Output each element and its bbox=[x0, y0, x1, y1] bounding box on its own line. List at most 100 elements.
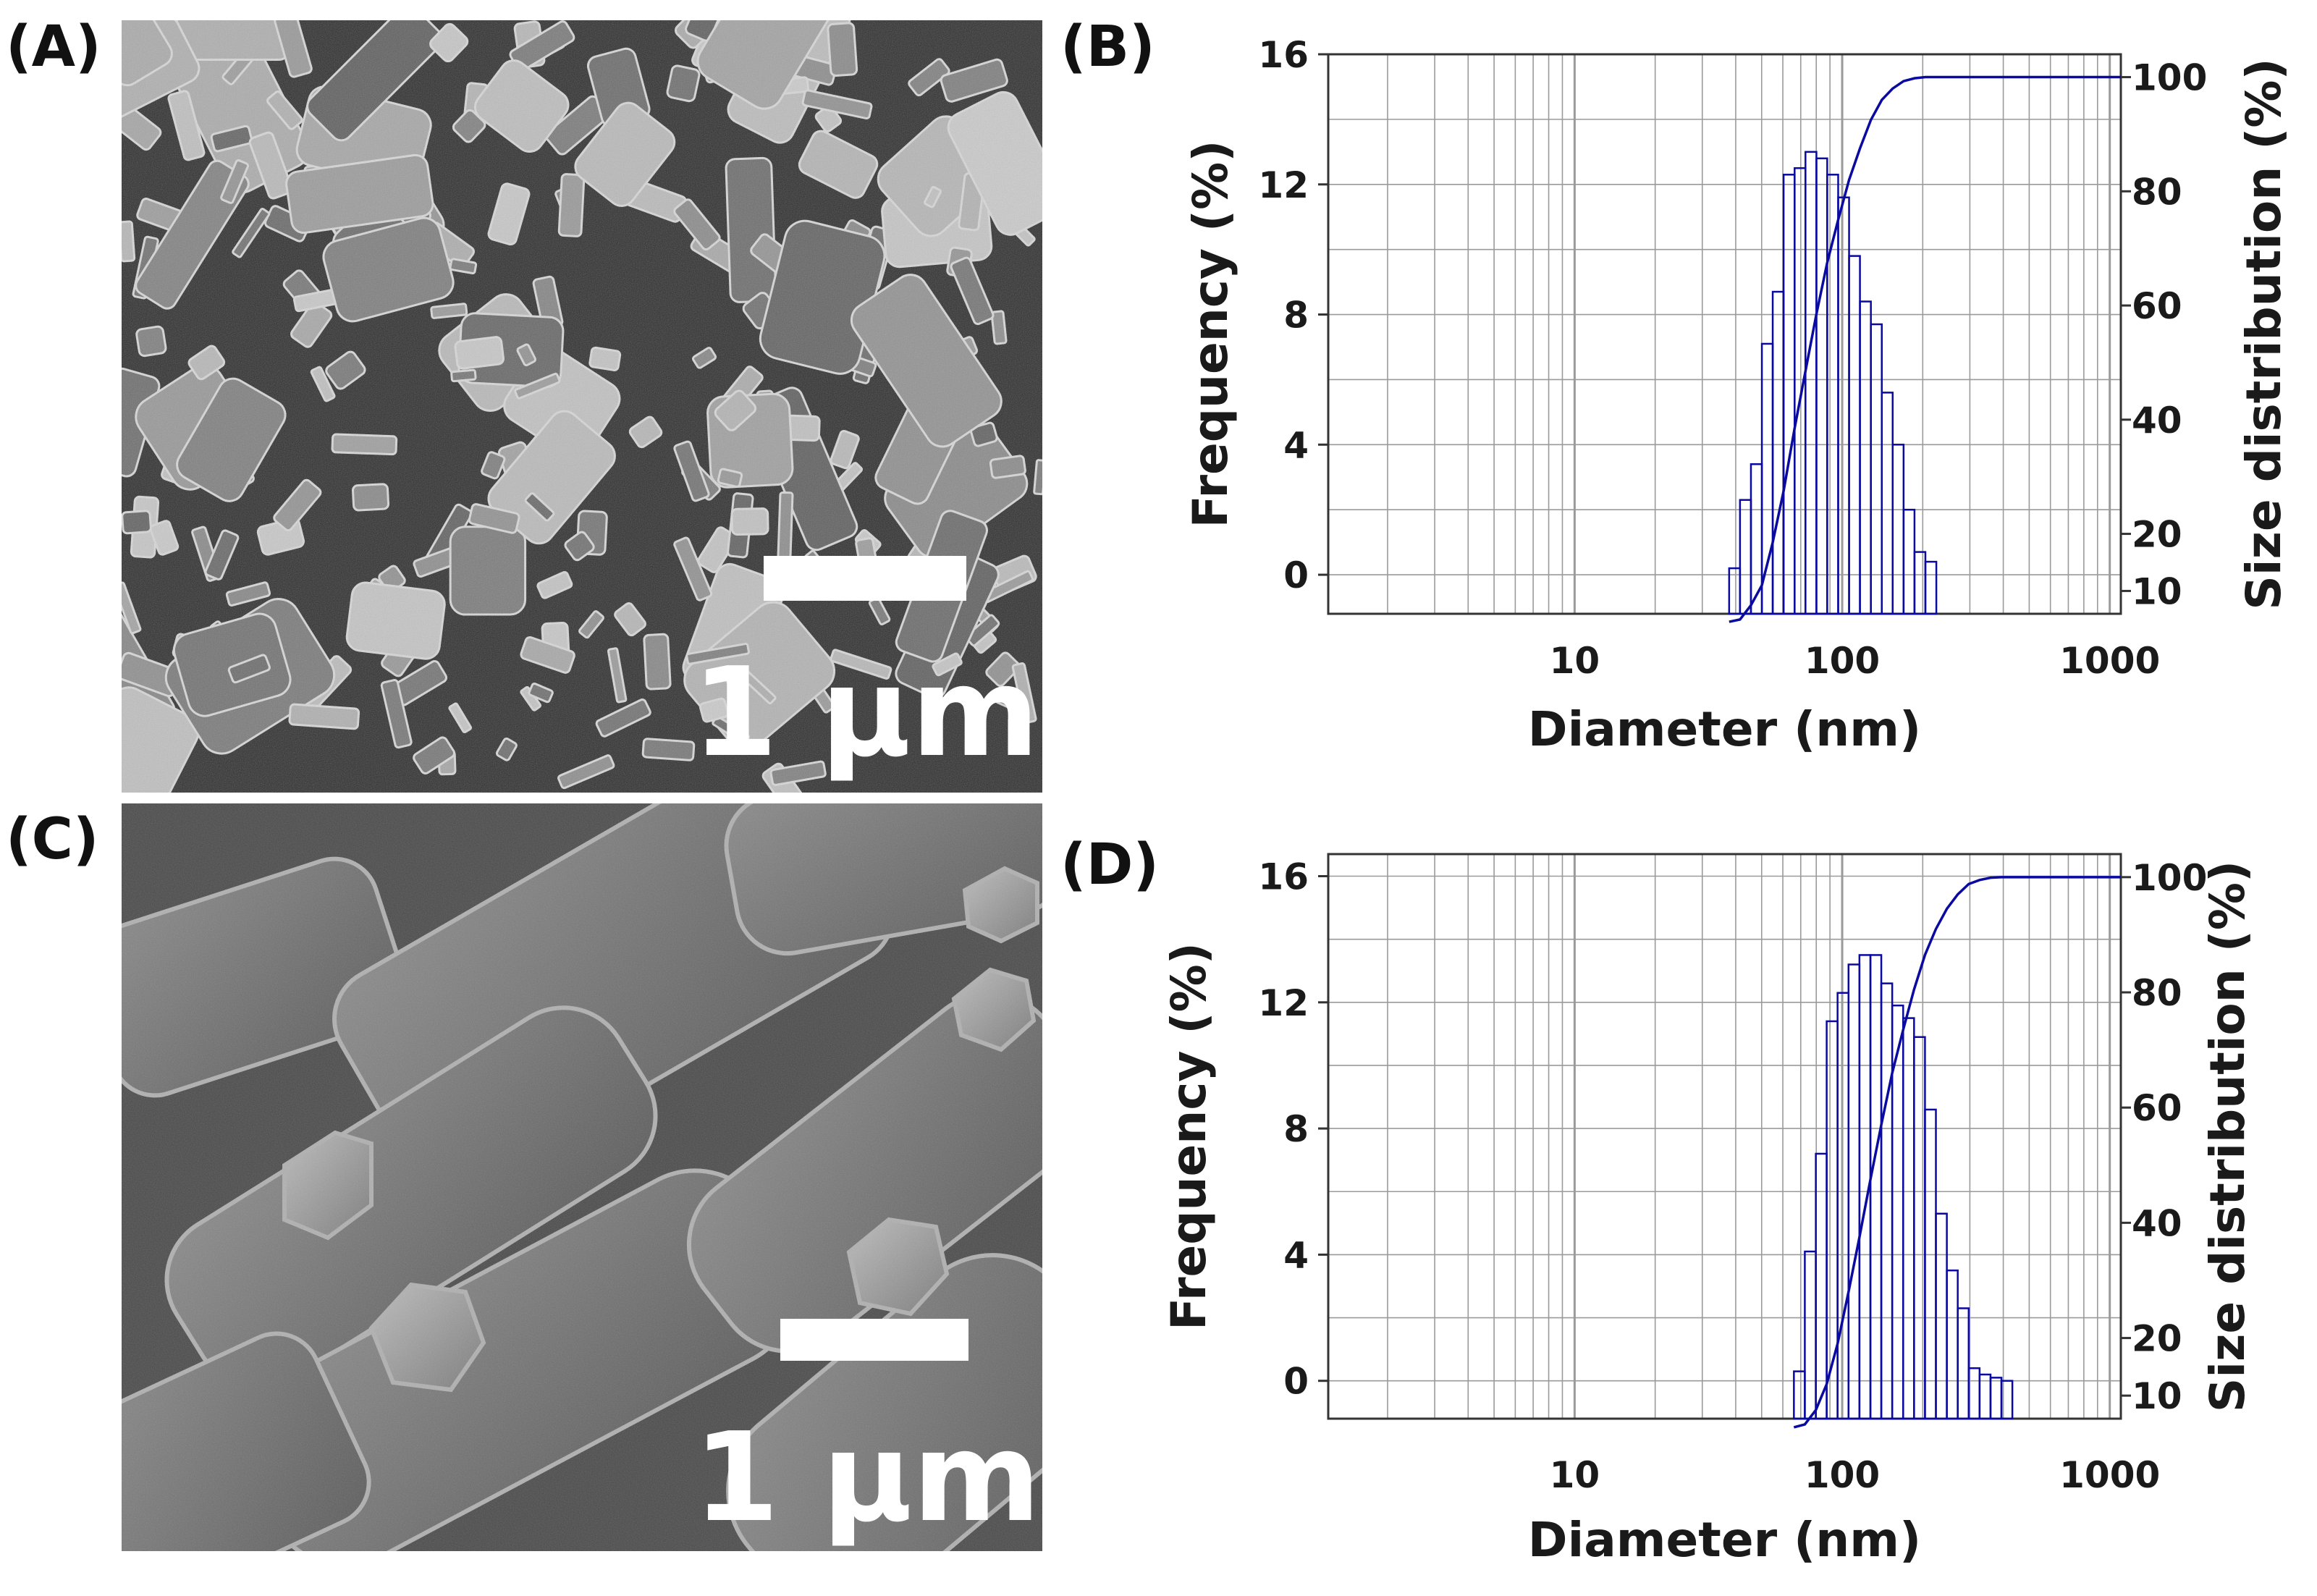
crystal-particle bbox=[714, 389, 757, 431]
histogram-bar bbox=[1935, 1212, 1948, 1420]
histogram-bar bbox=[1902, 1017, 1915, 1420]
y-tick-label: 12 bbox=[1258, 982, 1309, 1024]
histogram-bar bbox=[1782, 174, 1796, 615]
crystal-particle bbox=[310, 366, 336, 402]
crystal-particle bbox=[227, 654, 271, 684]
plot-frame bbox=[1327, 853, 2122, 1420]
crystal-particle bbox=[210, 124, 253, 153]
y2-tick-label: 100 bbox=[2132, 857, 2207, 899]
plot-frame bbox=[1327, 53, 2122, 615]
histogram-bar bbox=[1815, 157, 1828, 615]
y2-tick-label: 100 bbox=[2132, 57, 2207, 99]
panel-label-c: (C) bbox=[6, 807, 99, 872]
crystal-particle bbox=[628, 415, 663, 449]
histogram-bar bbox=[1793, 1370, 1806, 1420]
crystal-particle bbox=[122, 510, 152, 535]
y2-axis-label: Size distribution (%) bbox=[2236, 58, 2292, 609]
y-tick-label: 0 bbox=[1283, 1361, 1309, 1403]
y-tick-label: 16 bbox=[1258, 856, 1309, 898]
crystal-particle bbox=[1033, 459, 1042, 496]
crystal-particle bbox=[285, 153, 434, 235]
histogram-bar bbox=[1913, 551, 1927, 615]
crystal-particle bbox=[607, 647, 628, 704]
histogram-bar bbox=[1739, 499, 1752, 615]
crystal-particle bbox=[595, 698, 651, 738]
crystal-particle bbox=[557, 754, 615, 790]
x-axis-label: Diameter (nm) bbox=[1528, 701, 1921, 757]
crystal-particle bbox=[969, 421, 998, 447]
crystal-particle bbox=[524, 492, 555, 522]
crystal-particle bbox=[331, 433, 398, 456]
histogram-bar bbox=[1891, 444, 1905, 615]
crystal-particle bbox=[274, 20, 313, 78]
y2-tick-label: 60 bbox=[2132, 285, 2182, 327]
histogram-bar bbox=[2000, 1380, 2014, 1420]
crystal-particle bbox=[720, 667, 746, 696]
x-axis-label: Diameter (nm) bbox=[1528, 1512, 1921, 1568]
crystal-particle bbox=[306, 20, 444, 142]
crystal-particle bbox=[232, 208, 271, 258]
y2-tick-label: 40 bbox=[2132, 400, 2182, 442]
crystal-particle bbox=[528, 683, 554, 704]
crystal-particle bbox=[578, 610, 604, 639]
crystal-particle bbox=[474, 59, 570, 153]
y2-tick-label: 10 bbox=[2132, 1375, 2182, 1417]
crystal-particle bbox=[940, 58, 1008, 103]
crystal-particle bbox=[167, 90, 206, 161]
y2-axis-label: Size distribution (%) bbox=[2200, 861, 2255, 1412]
crystal-particle bbox=[468, 503, 520, 534]
crystal-particle bbox=[965, 614, 1000, 647]
crystal-particle bbox=[220, 159, 249, 204]
crystal-particle bbox=[685, 643, 750, 665]
histogram-bar bbox=[1858, 954, 1872, 1420]
crystal-particle bbox=[454, 336, 505, 370]
crystal-particle bbox=[830, 649, 892, 680]
crystal-particle bbox=[122, 220, 136, 263]
crystal-particle bbox=[769, 760, 827, 786]
cumulative-line bbox=[1793, 876, 2121, 1429]
crystal-particle bbox=[187, 345, 226, 381]
crystal-particle bbox=[614, 602, 646, 637]
crystal-particle bbox=[351, 483, 390, 512]
y-axis-label: Frequency (%) bbox=[1183, 140, 1238, 528]
histogram-bar bbox=[1902, 508, 1916, 615]
crystal-particle bbox=[450, 368, 477, 383]
x-tick-label: 100 bbox=[1805, 640, 1880, 682]
crystal-particle bbox=[322, 216, 455, 323]
crystal-particle bbox=[673, 440, 710, 502]
panel-label-b: (B) bbox=[1060, 14, 1155, 80]
x-tick-label: 10 bbox=[1550, 1454, 1600, 1496]
scale-bar-label: 1 µm bbox=[692, 641, 1039, 785]
crystal-particle bbox=[176, 377, 287, 502]
histogram-bar bbox=[1957, 1307, 1970, 1420]
crystal-particle bbox=[225, 581, 271, 607]
histogram-bar bbox=[1924, 560, 1938, 615]
crystal-particle bbox=[798, 130, 879, 199]
histogram-bar bbox=[1750, 463, 1763, 615]
y2-tick-label: 20 bbox=[2132, 514, 2182, 556]
crystal-particle bbox=[122, 686, 200, 793]
crystal-particle bbox=[643, 633, 672, 691]
histogram-bar bbox=[1869, 954, 1883, 1420]
crystal-particle bbox=[985, 651, 1021, 687]
histogram-bar bbox=[1826, 1020, 1839, 1420]
histogram-bar bbox=[1826, 174, 1839, 615]
histogram-bar bbox=[1989, 1377, 2003, 1420]
crystal-particle bbox=[717, 468, 743, 488]
y2-tick-label: 80 bbox=[2132, 972, 2182, 1014]
histogram-bar bbox=[1848, 255, 1861, 615]
crystal-particle bbox=[924, 185, 942, 208]
crystal-particle bbox=[697, 526, 738, 573]
y2-tick-label: 20 bbox=[2132, 1318, 2182, 1360]
crystal-particle bbox=[449, 258, 478, 275]
histogram-bar bbox=[1794, 167, 1807, 615]
y-tick-label: 4 bbox=[1283, 424, 1309, 466]
histogram-bar bbox=[1891, 1004, 1904, 1420]
y-tick-label: 8 bbox=[1283, 295, 1309, 337]
histogram-bar bbox=[1815, 1152, 1828, 1420]
crystal-particle bbox=[448, 702, 473, 734]
crystal-particle bbox=[248, 131, 293, 200]
crystal-particle bbox=[801, 89, 873, 120]
x-tick-label: 10 bbox=[1550, 640, 1600, 682]
sem-image-c: 1 µm bbox=[122, 803, 1042, 1551]
